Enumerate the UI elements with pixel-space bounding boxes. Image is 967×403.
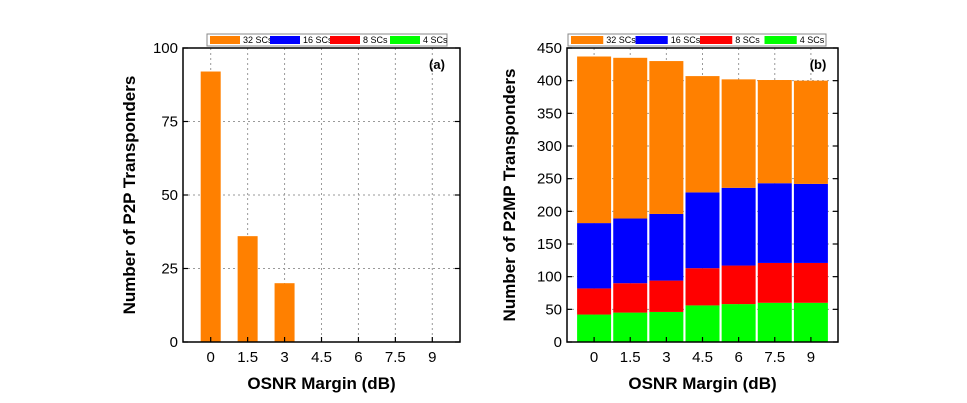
x-tick-label: 6 [354, 349, 362, 366]
x-axis-title: OSNR Margin (dB) [628, 374, 776, 393]
y-axis-title: Number of P2P Transponders [120, 76, 139, 315]
bar-8-scs-3 [649, 280, 684, 312]
x-axis-title: OSNR Margin (dB) [247, 374, 395, 393]
legend-swatch [330, 36, 360, 44]
chart-panel-a: 0 25 50 75 100 0 1.5 3 4.5 6 7.5 9 OSNR Margin (dB) N… [120, 33, 461, 393]
legend-label: 8 SCs [363, 35, 388, 45]
bar-16-scs-4.5 [685, 192, 720, 269]
bar-4-scs-4.5 [685, 305, 720, 342]
x-tick-label: 4.5 [692, 349, 713, 366]
y-tick-label: 0 [170, 334, 178, 351]
bar-8-scs-0 [577, 288, 612, 315]
bar-8-scs-1.5 [613, 283, 648, 313]
bar-16-scs-3 [649, 213, 684, 281]
panel-label: (b) [810, 57, 827, 72]
y-tick-label: 400 [537, 73, 562, 90]
legend-swatch [700, 36, 733, 44]
bar-8-scs-6 [721, 265, 756, 305]
bar-32-scs-4.5 [685, 76, 720, 193]
y-tick-label: 150 [537, 236, 562, 253]
x-tick-label: 3 [662, 349, 670, 366]
bar-32-scs-6 [721, 79, 756, 188]
legend-label: 4 SCs [800, 35, 825, 45]
x-tick-label: 1.5 [237, 349, 258, 366]
bar-16-scs-7.5 [757, 183, 792, 263]
legend-swatch [270, 36, 300, 44]
bar-16-scs-6 [721, 187, 756, 266]
bar-32-scs-0 [200, 71, 221, 343]
y-tick-label: 75 [161, 114, 178, 131]
x-tick-label: 7.5 [764, 349, 785, 366]
bar-32-scs-9 [793, 80, 828, 184]
bar-32-scs-3 [649, 61, 684, 214]
chart-panel-b: 0 50 100 150 200 250 300 350 400 450 0 1.5 3 4.5 6 7.5 9… [500, 33, 839, 393]
bar-32-scs-3 [274, 283, 295, 342]
bar-32-scs-7.5 [757, 80, 792, 184]
legend-box [567, 33, 827, 47]
legend-label: 16 SCs [303, 35, 333, 45]
legend-label: 32 SCs [606, 35, 636, 45]
y-tick-label: 300 [537, 138, 562, 155]
y-tick-label: 50 [161, 187, 178, 204]
bar-4-scs-3 [649, 311, 684, 342]
bar-8-scs-4.5 [685, 268, 720, 306]
legend-swatch [764, 36, 797, 44]
legend-swatch [635, 36, 668, 44]
y-tick-label: 250 [537, 171, 562, 188]
x-tick-label: 7.5 [385, 349, 406, 366]
y-tick-label: 25 [161, 261, 178, 278]
x-tick-label: 6 [734, 349, 742, 366]
legend-label: 4 SCs [423, 35, 448, 45]
y-tick-label: 100 [537, 269, 562, 286]
bar-8-scs-9 [793, 262, 828, 303]
bar-32-scs-0 [577, 56, 612, 224]
y-tick-label: 450 [537, 40, 562, 57]
x-tick-label: 9 [428, 349, 436, 366]
y-tick-label: 350 [537, 105, 562, 122]
bar-4-scs-6 [721, 304, 756, 342]
y-tick-label: 100 [153, 40, 178, 57]
bar-16-scs-9 [793, 183, 828, 263]
bar-16-scs-1.5 [613, 218, 648, 284]
x-tick-label: 0 [207, 349, 215, 366]
legend-swatch [210, 36, 240, 44]
panel-label: (a) [429, 57, 445, 72]
legend-label: 32 SCs [243, 35, 273, 45]
bar-4-scs-7.5 [757, 302, 792, 342]
x-tick-label: 9 [807, 349, 815, 366]
legend-swatch [571, 36, 604, 44]
legend-swatch [390, 36, 420, 44]
x-tick-label: 4.5 [311, 349, 332, 366]
x-tick-label: 3 [280, 349, 288, 366]
x-tick-label: 0 [590, 349, 598, 366]
legend-label: 16 SCs [671, 35, 701, 45]
bar-32-scs-1.5 [613, 57, 648, 219]
y-tick-label: 200 [537, 203, 562, 220]
legend-label: 8 SCs [735, 35, 760, 45]
bar-32-scs-1.5 [237, 236, 258, 342]
bar-16-scs-0 [577, 223, 612, 289]
bar-8-scs-7.5 [757, 262, 792, 303]
bar-4-scs-9 [793, 302, 828, 342]
legend-box [206, 33, 448, 47]
y-tick-label: 0 [554, 334, 562, 351]
x-tick-label: 1.5 [620, 349, 641, 366]
y-tick-label: 50 [545, 301, 562, 318]
y-axis-title: Number of P2MP Transponders [500, 69, 519, 322]
